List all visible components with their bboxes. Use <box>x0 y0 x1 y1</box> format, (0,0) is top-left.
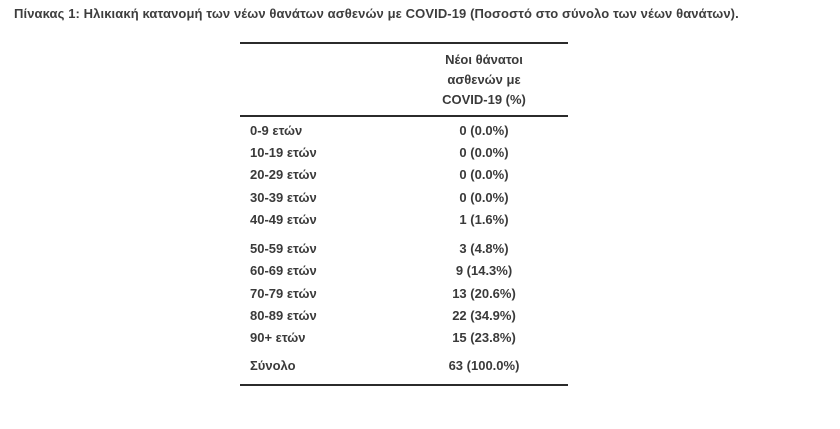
deaths-value-cell: 15 (23.8%) <box>452 330 516 346</box>
empty-header-cell <box>240 50 400 110</box>
table-row: 50-59 ετών 3 (4.8%) <box>240 237 568 259</box>
age-group-cell: 60-69 ετών <box>250 263 317 279</box>
deaths-value-cell: 9 (14.3%) <box>455 263 513 279</box>
value-column-header-line: Νέοι θάνατοι <box>445 52 523 67</box>
table-body: 0-9 ετών 0 (0.0%) 10-19 ετών 0 (0.0%) 20-29 … <box>240 119 568 376</box>
age-group-cell: 90+ ετών <box>250 330 306 346</box>
table-row: 40-49 ετών 1 (1.6%) <box>240 208 568 230</box>
deaths-value-cell: 22 (34.9%) <box>452 308 516 324</box>
table-row: 30-39 ετών 0 (0.0%) <box>240 186 568 208</box>
age-group-cell: Σύνολο <box>250 357 296 373</box>
deaths-value-cell: 3 (4.8%) <box>459 241 509 257</box>
age-group-cell: 20-29 ετών <box>250 167 317 183</box>
deaths-value-cell: 0 (0.0%) <box>459 167 509 183</box>
table-row: 10-19 ετών 0 (0.0%) <box>240 141 568 163</box>
table-row: 0-9 ετών 0 (0.0%) <box>240 119 568 141</box>
deaths-value-cell: 13 (20.6%) <box>452 285 516 301</box>
table-row: 60-69 ετών 9 (14.3%) <box>240 260 568 282</box>
table-row: 80-89 ετών 22 (34.9%) <box>240 304 568 326</box>
deaths-value-cell: 0 (0.0%) <box>459 122 509 138</box>
age-group-cell: 40-49 ετών <box>250 211 317 227</box>
table-row: 20-29 ετών 0 (0.0%) <box>240 164 568 186</box>
age-group-cell: 10-19 ετών <box>250 144 317 160</box>
age-group-cell: 30-39 ετών <box>250 189 317 205</box>
value-column-header: Νέοι θάνατοι ασθενών με COVID-19 (%) <box>400 50 568 110</box>
deaths-value-cell: 0 (0.0%) <box>459 189 509 205</box>
total-row-group: Σύνολο 63 (100.0%) <box>240 354 568 376</box>
table-header: Νέοι θάνατοι ασθενών με COVID-19 (%) <box>240 44 568 117</box>
age-row-group: 50-59 ετών 3 (4.8%) 60-69 ετών 9 (14.3%) 70-… <box>240 237 568 348</box>
deaths-value-cell: 0 (0.0%) <box>459 144 509 160</box>
table-row: 90+ ετών 15 (23.8%) <box>240 327 568 349</box>
table-row: Σύνολο 63 (100.0%) <box>240 354 568 376</box>
age-row-group: 0-9 ετών 0 (0.0%) 10-19 ετών 0 (0.0%) 20-29 … <box>240 119 568 230</box>
value-column-header-line: COVID-19 (%) <box>442 92 526 107</box>
age-group-cell: 70-79 ετών <box>250 285 317 301</box>
table-row: 70-79 ετών 13 (20.6%) <box>240 282 568 304</box>
age-group-cell: 80-89 ετών <box>250 308 317 324</box>
age-group-cell: 50-59 ετών <box>250 241 317 257</box>
age-group-cell: 0-9 ετών <box>250 122 303 138</box>
table-caption: Πίνακας 1: Ηλικιακή κατανομή των νέων θα… <box>14 6 739 21</box>
value-column-header-line: ασθενών με <box>447 72 521 87</box>
age-distribution-table: Νέοι θάνατοι ασθενών με COVID-19 (%) 0-9… <box>240 42 568 387</box>
deaths-value-cell: 63 (100.0%) <box>448 357 520 373</box>
deaths-value-cell: 1 (1.6%) <box>459 211 509 227</box>
